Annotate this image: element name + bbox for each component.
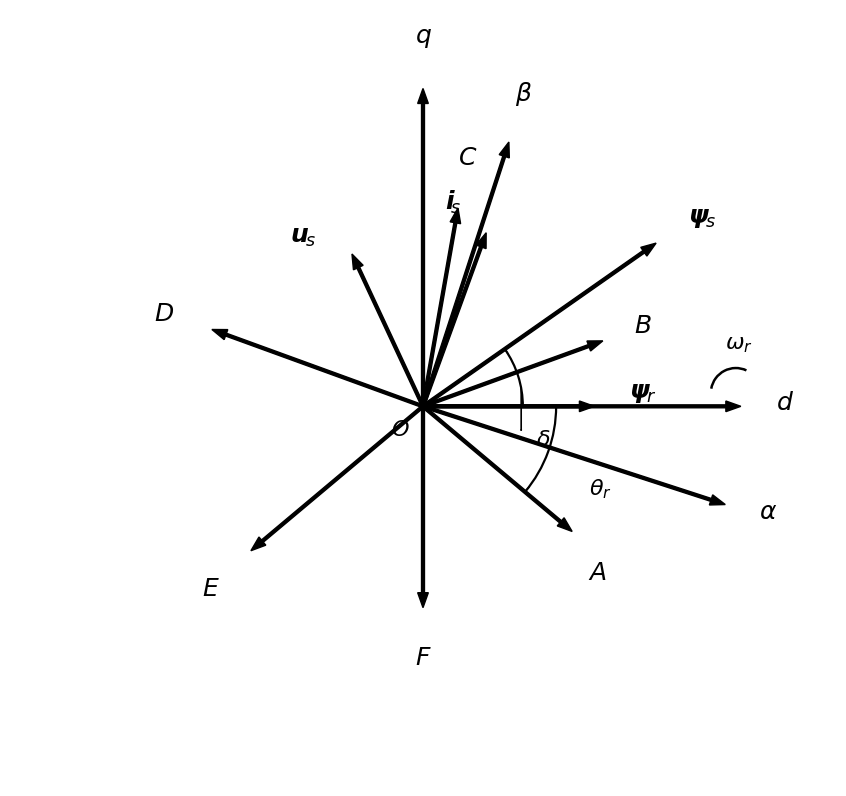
FancyArrow shape: [422, 243, 656, 408]
Text: $\mathit{d}$: $\mathit{d}$: [776, 391, 794, 415]
Text: $\mathit{A}$: $\mathit{A}$: [588, 561, 607, 585]
Text: $\mathit{E}$: $\mathit{E}$: [201, 577, 219, 601]
Text: $\theta_r$: $\theta_r$: [590, 478, 613, 501]
Text: $\mathit{q}$: $\mathit{q}$: [415, 26, 431, 50]
FancyArrow shape: [212, 330, 424, 408]
FancyArrow shape: [422, 341, 603, 408]
Text: $\boldsymbol{i}_{\!s}$: $\boldsymbol{i}_{\!s}$: [445, 189, 461, 216]
FancyArrow shape: [418, 406, 428, 607]
FancyArrow shape: [421, 232, 486, 407]
Text: $\delta$: $\delta$: [536, 430, 550, 450]
FancyArrow shape: [423, 401, 741, 412]
FancyArrow shape: [352, 254, 425, 407]
Text: $\mathit{F}$: $\mathit{F}$: [415, 646, 431, 670]
FancyArrow shape: [421, 208, 460, 407]
FancyArrow shape: [422, 405, 725, 505]
Text: $\omega_r$: $\omega_r$: [725, 335, 753, 355]
Text: $\boldsymbol{\psi}_{\!s}$: $\boldsymbol{\psi}_{\!s}$: [689, 206, 717, 230]
FancyArrow shape: [423, 401, 595, 412]
Text: $\alpha$: $\alpha$: [760, 501, 777, 525]
Text: $\mathit{C}$: $\mathit{C}$: [458, 146, 477, 170]
Text: $\boldsymbol{u}_{\!s}$: $\boldsymbol{u}_{\!s}$: [289, 225, 316, 249]
FancyArrow shape: [422, 405, 572, 532]
FancyArrow shape: [421, 142, 509, 407]
Text: $\mathit{B}$: $\mathit{B}$: [634, 314, 651, 338]
FancyArrow shape: [418, 88, 428, 406]
FancyArrow shape: [251, 405, 424, 551]
Text: $\mathit{D}$: $\mathit{D}$: [155, 302, 174, 326]
Text: $\beta$: $\beta$: [515, 80, 532, 107]
Text: $\mathit{O}$: $\mathit{O}$: [391, 419, 409, 439]
Text: $\boldsymbol{\psi}_{\!r}$: $\boldsymbol{\psi}_{\!r}$: [629, 381, 656, 405]
